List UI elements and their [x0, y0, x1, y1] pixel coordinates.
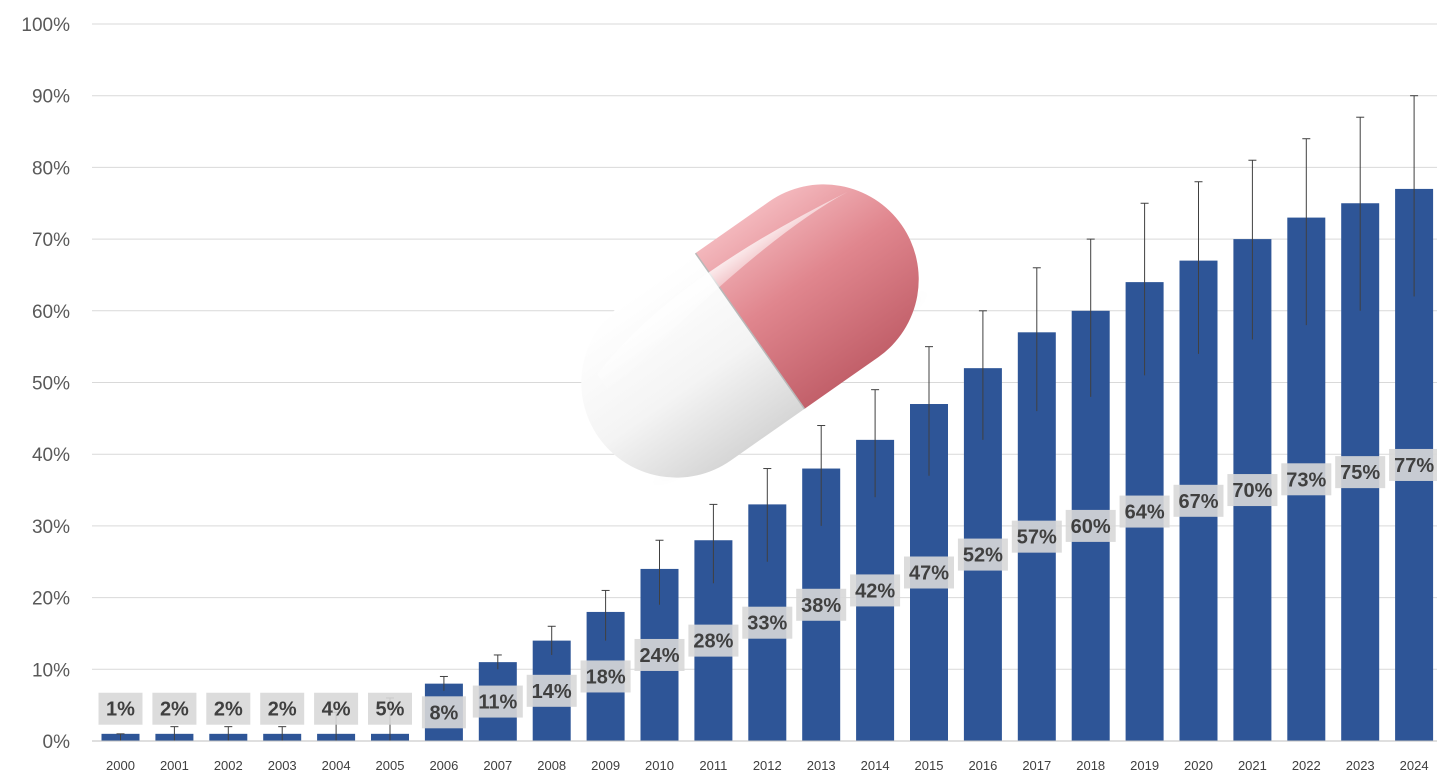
data-label-2011: 28% [688, 625, 738, 657]
x-tick-label: 2016 [968, 758, 997, 773]
data-label-2003: 2% [260, 693, 304, 725]
x-tick-label: 2024 [1400, 758, 1429, 773]
data-label-text: 60% [1071, 516, 1111, 538]
y-tick-label: 50% [32, 374, 70, 395]
data-label-text: 2% [268, 699, 297, 721]
x-tick-label: 2023 [1346, 758, 1375, 773]
data-label-text: 77% [1394, 455, 1434, 477]
data-label-text: 1% [106, 699, 135, 721]
data-label-2019: 64% [1120, 496, 1170, 528]
y-tick-label: 0% [43, 732, 71, 753]
data-label-2001: 2% [152, 693, 196, 725]
x-tick-label: 2004 [322, 758, 351, 773]
data-label-2020: 67% [1174, 485, 1224, 517]
x-tick-label: 2020 [1184, 758, 1213, 773]
y-tick-label: 40% [32, 445, 70, 466]
y-tick-label: 20% [32, 589, 70, 610]
data-label-2018: 60% [1066, 510, 1116, 542]
data-label-2009: 18% [581, 660, 631, 692]
x-tick-label: 2001 [160, 758, 189, 773]
x-tick-label: 2007 [483, 758, 512, 773]
y-tick-label: 10% [32, 660, 70, 681]
data-label-text: 70% [1232, 480, 1272, 502]
y-tick-label: 80% [32, 158, 70, 179]
x-tick-label: 2015 [915, 758, 944, 773]
data-label-text: 18% [586, 666, 626, 688]
data-label-text: 64% [1125, 502, 1165, 524]
data-label-2005: 5% [368, 693, 412, 725]
y-tick-label: 70% [32, 230, 70, 251]
data-label-text: 73% [1286, 469, 1326, 491]
data-label-text: 33% [747, 613, 787, 635]
data-label-text: 2% [160, 699, 189, 721]
y-axis-tick-labels: 0% 10% 20% 30% 40% 50% 60% 70% 80% 90% 100% [21, 15, 70, 753]
data-label-text: 5% [376, 699, 405, 721]
data-label-text: 28% [693, 631, 733, 653]
x-tick-label: 2005 [376, 758, 405, 773]
data-label-text: 8% [429, 702, 458, 724]
data-label-2008: 14% [527, 675, 577, 707]
x-axis-tick-labels: 2000 2001 2002 2003 2004 2005 2006 2007 2008 2009… [106, 758, 1429, 773]
data-label-text: 24% [639, 645, 679, 667]
x-tick-label: 2017 [1022, 758, 1051, 773]
data-label-2010: 24% [635, 639, 685, 671]
x-tick-label: 2022 [1292, 758, 1321, 773]
data-label-2015: 47% [904, 557, 954, 589]
x-tick-label: 2008 [537, 758, 566, 773]
data-label-text: 14% [532, 681, 572, 703]
data-label-2024: 77% [1389, 449, 1437, 481]
data-label-text: 2% [214, 699, 243, 721]
data-label-2013: 38% [796, 589, 846, 621]
data-label-2017: 57% [1012, 521, 1062, 553]
pill-capsule-image [544, 147, 956, 515]
data-label-text: 52% [963, 545, 1003, 567]
data-label-text: 67% [1178, 491, 1218, 513]
data-label-text: 4% [322, 699, 351, 721]
data-label-text: 42% [855, 580, 895, 602]
y-tick-label: 60% [32, 302, 70, 323]
x-tick-label: 2012 [753, 758, 782, 773]
y-tick-label: 30% [32, 517, 70, 538]
x-tick-label: 2021 [1238, 758, 1267, 773]
data-label-2014: 42% [850, 574, 900, 606]
data-label-2022: 73% [1281, 463, 1331, 495]
x-tick-label: 2006 [429, 758, 458, 773]
data-label-text: 11% [478, 692, 517, 714]
x-tick-label: 2009 [591, 758, 620, 773]
x-tick-label: 2018 [1076, 758, 1105, 773]
data-label-text: 38% [801, 595, 841, 617]
x-tick-label: 2003 [268, 758, 297, 773]
data-label-2023: 75% [1335, 456, 1385, 488]
x-tick-label: 2000 [106, 758, 135, 773]
x-tick-label: 2013 [807, 758, 836, 773]
x-tick-label: 2019 [1130, 758, 1159, 773]
y-tick-label: 90% [32, 87, 70, 108]
data-label-2000: 1% [99, 693, 143, 725]
data-label-2012: 33% [742, 607, 792, 639]
y-tick-label: 100% [21, 15, 70, 36]
x-tick-label: 2011 [699, 758, 727, 773]
data-label-2016: 52% [958, 539, 1008, 571]
x-tick-label: 2002 [214, 758, 243, 773]
data-label-text: 57% [1017, 527, 1057, 549]
data-label-text: 47% [909, 563, 949, 585]
data-label-2021: 70% [1227, 474, 1277, 506]
data-label-2002: 2% [206, 693, 250, 725]
data-label-2007: 11% [473, 686, 523, 718]
data-label-2004: 4% [314, 693, 358, 725]
data-label-2006: 8% [422, 696, 466, 728]
x-tick-label: 2014 [861, 758, 890, 773]
x-tick-label: 2010 [645, 758, 674, 773]
data-label-text: 75% [1340, 462, 1380, 484]
